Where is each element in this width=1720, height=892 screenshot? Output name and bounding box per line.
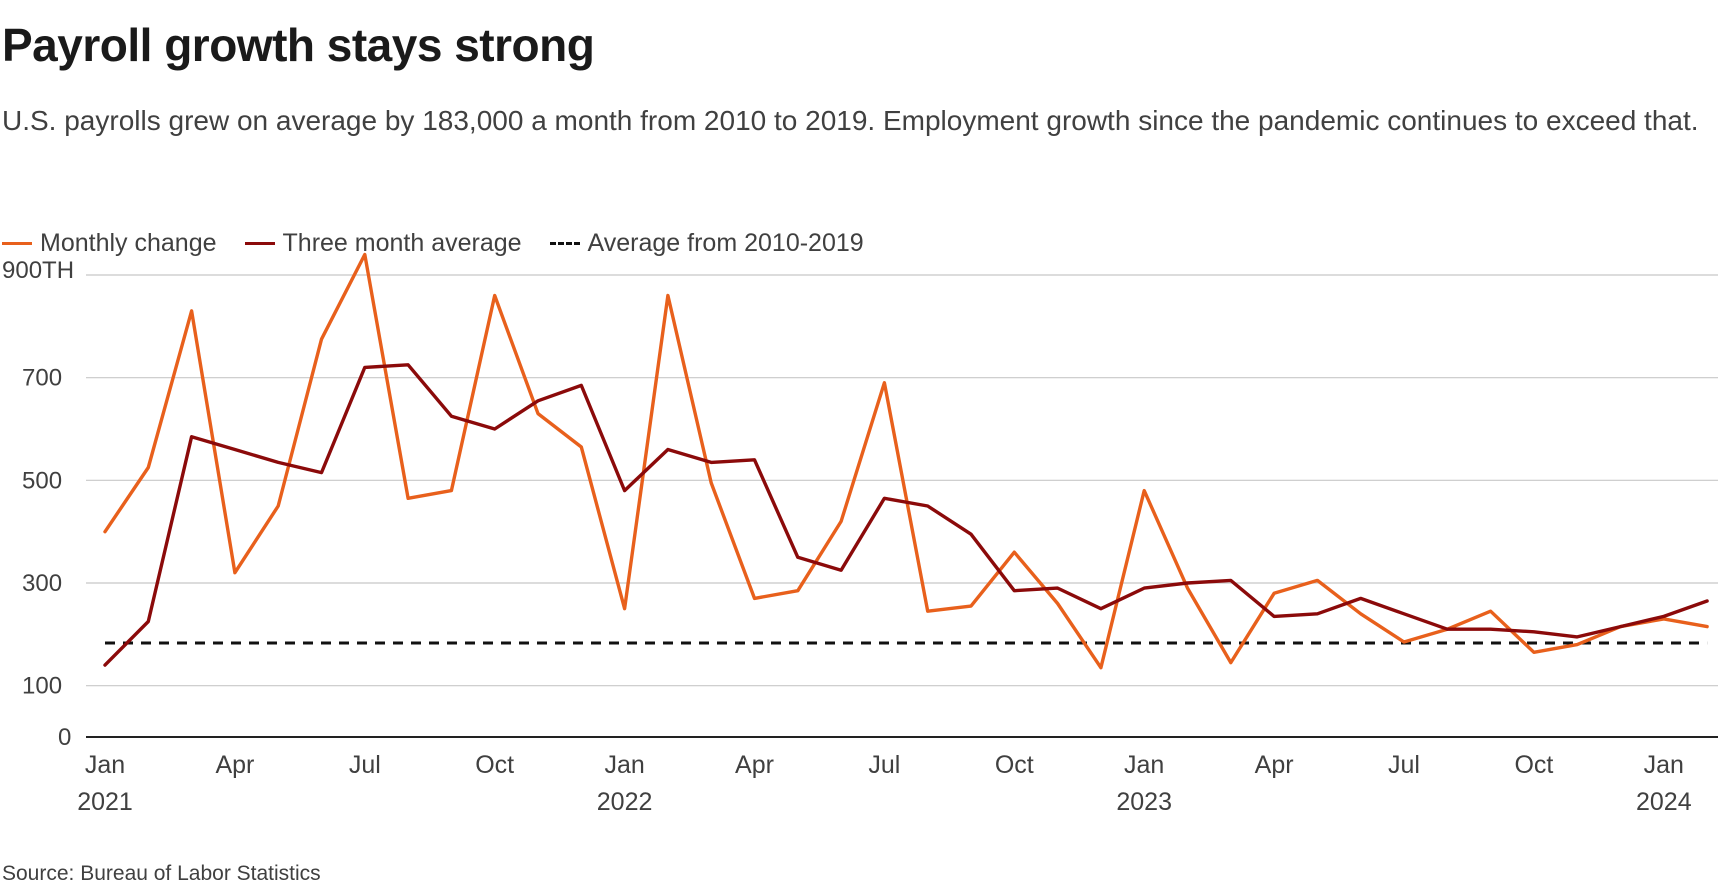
legend-label-monthly: Monthly change bbox=[40, 228, 217, 257]
x-tick-label: Jan bbox=[1124, 751, 1164, 779]
legend-item-baseline: Average from 2010-2019 bbox=[549, 228, 864, 258]
y-tick-label: 0 bbox=[58, 724, 71, 751]
x-tick-year-label: 2024 bbox=[1636, 788, 1692, 816]
legend: Monthly change Three month average Avera… bbox=[2, 226, 892, 260]
x-tick-label: Jan bbox=[604, 751, 644, 779]
x-tick-label: Apr bbox=[735, 751, 774, 779]
legend-item-monthly-change: Monthly change bbox=[2, 229, 217, 258]
x-tick-label: Jul bbox=[349, 751, 381, 779]
x-tick-label: Oct bbox=[475, 751, 514, 779]
x-tick-label: Apr bbox=[1255, 751, 1294, 779]
legend-swatch-monthly bbox=[2, 241, 32, 245]
gridlines bbox=[86, 274, 1718, 738]
x-tick-label: Apr bbox=[215, 751, 254, 779]
y-tick-label: 900TH bbox=[2, 257, 74, 284]
three-month-average-line bbox=[103, 363, 1709, 667]
legend-swatch-baseline bbox=[549, 241, 580, 245]
x-tick-year-label: 2022 bbox=[597, 788, 653, 816]
x-tick-label: Jan bbox=[1644, 751, 1684, 779]
x-axis-tick-labels: Jan 2021 Apr Jul Oct Jan 2022 Apr Jul Oct Jan 2023 A… bbox=[77, 751, 1692, 816]
x-tick-label: Oct bbox=[995, 751, 1034, 779]
y-tick-label: 700 bbox=[22, 365, 62, 392]
y-axis-tick-labels: 900TH 700 500 300 100 0 bbox=[2, 257, 74, 751]
legend-item-three-month-average: Three month average bbox=[244, 228, 522, 258]
x-tick-year-label: 2023 bbox=[1116, 788, 1172, 816]
x-tick-label: Jan bbox=[85, 751, 125, 779]
x-tick-label: Jul bbox=[1388, 751, 1420, 779]
line-chart: 900TH 700 500 300 100 0 Jan 2021 Apr Jul Oct Jan 20… bbox=[2, 252, 1718, 816]
series-lines bbox=[103, 252, 1709, 670]
x-tick-year-label: 2021 bbox=[77, 788, 133, 816]
chart-title: Payroll growth stays strong bbox=[2, 19, 595, 71]
chart-subtitle: U.S. payrolls grew on average by 183,000… bbox=[2, 105, 1699, 136]
y-tick-label: 500 bbox=[22, 467, 62, 494]
x-tick-label: Jul bbox=[868, 751, 900, 779]
monthly-change-line bbox=[103, 252, 1709, 670]
x-tick-label: Oct bbox=[1514, 751, 1553, 779]
y-tick-label: 300 bbox=[22, 570, 62, 597]
legend-label-baseline: Average from 2010-2019 bbox=[587, 228, 864, 257]
y-tick-label: 100 bbox=[22, 673, 62, 700]
source-note: Source: Bureau of Labor Statistics bbox=[2, 862, 321, 885]
legend-swatch-three-month bbox=[244, 241, 275, 245]
legend-label-three-month: Three month average bbox=[282, 228, 522, 257]
